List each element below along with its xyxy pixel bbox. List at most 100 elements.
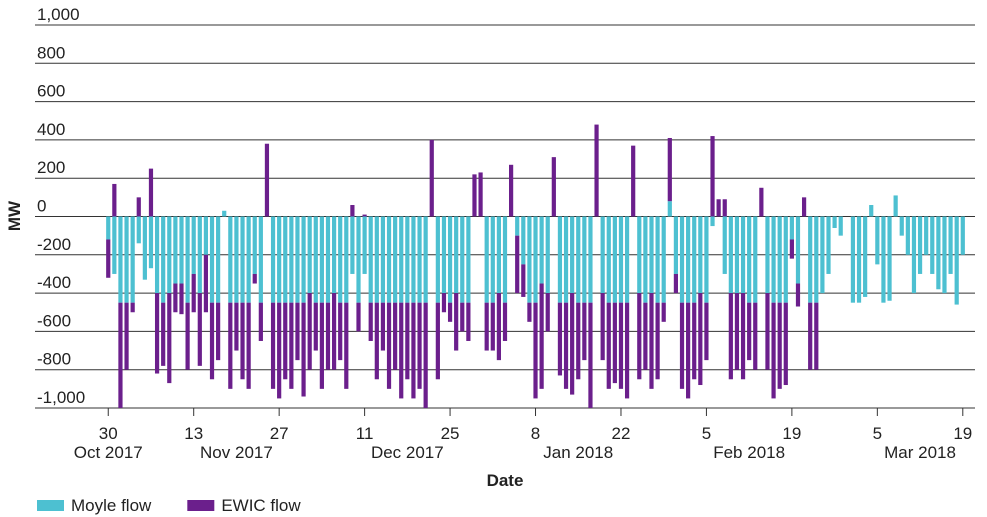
bar [582, 302, 587, 361]
bar [661, 302, 666, 322]
y-tick-label: 400 [37, 120, 65, 139]
bar [570, 216, 575, 294]
bar [350, 216, 355, 274]
bar [710, 216, 715, 227]
y-tick-label: 1,000 [37, 5, 80, 24]
bar [325, 302, 331, 370]
bar [527, 302, 532, 322]
bar [173, 216, 178, 284]
bar [795, 283, 801, 307]
bar [167, 293, 172, 384]
bar [765, 216, 770, 294]
bar [679, 302, 685, 389]
bar [460, 302, 465, 332]
bar [570, 293, 575, 395]
bar [771, 216, 776, 303]
bar [606, 302, 611, 389]
bar [423, 302, 428, 408]
legend-swatch [187, 500, 215, 511]
bar [826, 216, 831, 274]
bar [728, 293, 733, 380]
bar [234, 216, 239, 303]
bar [435, 216, 440, 303]
bar [277, 302, 282, 399]
bar [673, 273, 679, 294]
bar [734, 216, 740, 294]
x-tick-label: 11 [356, 424, 374, 443]
bar [954, 216, 959, 305]
bar [850, 216, 856, 303]
bar [563, 302, 569, 389]
month-label: Jan 2018 [543, 443, 613, 462]
x-tick-label: 13 [184, 424, 203, 443]
bar [533, 216, 538, 303]
bar [698, 216, 703, 294]
bar [606, 216, 611, 303]
bar [191, 216, 196, 274]
bar [624, 302, 630, 399]
bar [545, 293, 550, 332]
x-tick-label: 27 [270, 424, 289, 443]
bar [154, 216, 160, 294]
bar [563, 216, 569, 303]
bar [344, 216, 349, 303]
bar [368, 216, 373, 303]
bar [533, 302, 538, 399]
bar [356, 216, 361, 303]
bar [307, 293, 312, 370]
bar [161, 216, 166, 303]
bar [222, 210, 227, 217]
bar [637, 216, 642, 294]
bar [838, 216, 843, 236]
bar [185, 216, 190, 303]
bar [380, 302, 386, 351]
bar [191, 273, 196, 313]
bar [216, 216, 221, 303]
bar [539, 216, 544, 284]
bar [789, 239, 794, 259]
bar [716, 199, 721, 217]
bar [429, 139, 434, 217]
bar [197, 293, 202, 366]
bar [228, 302, 233, 389]
bar [435, 302, 440, 380]
bar [734, 293, 740, 370]
bar [264, 143, 270, 217]
bar [338, 216, 343, 303]
bar [911, 216, 917, 294]
bar [521, 216, 526, 265]
bar [942, 216, 947, 294]
x-tick-label: 19 [953, 424, 972, 443]
bar [441, 216, 447, 294]
bar [277, 216, 282, 303]
bar [692, 216, 697, 303]
bar [295, 302, 300, 361]
bar [106, 216, 111, 240]
month-label: Mar 2018 [884, 443, 956, 462]
bar [753, 216, 758, 303]
bar [655, 302, 660, 380]
bar [313, 216, 318, 303]
bar [936, 216, 941, 290]
legend-label: Moyle flow [71, 496, 152, 515]
bar [136, 197, 141, 217]
bar [319, 302, 324, 389]
bar [600, 216, 605, 294]
bar [295, 216, 300, 303]
bar [820, 216, 825, 294]
x-tick-label: 5 [873, 424, 882, 443]
bar [460, 216, 465, 303]
bar [417, 302, 422, 389]
bar [270, 216, 276, 303]
bar [783, 302, 788, 386]
bar [307, 216, 312, 294]
bar [441, 293, 447, 313]
month-label: Dec 2017 [371, 443, 444, 462]
bar [301, 302, 306, 397]
bar [649, 216, 654, 294]
bar [545, 216, 550, 294]
bar [447, 302, 453, 322]
month-label: Oct 2017 [74, 443, 143, 462]
bar [777, 302, 782, 389]
bar [692, 302, 697, 380]
